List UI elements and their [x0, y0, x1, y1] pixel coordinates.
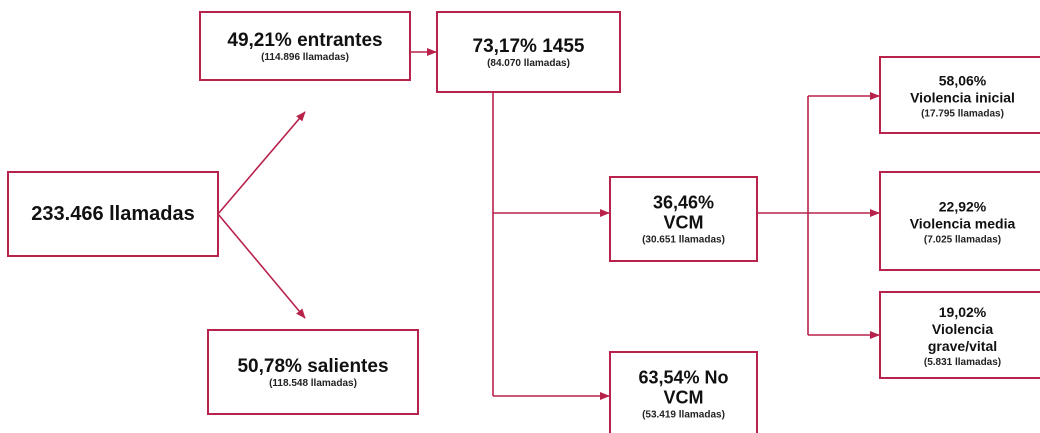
node-detail: (30.651 llamadas): [642, 235, 725, 246]
node-label: Violencia media: [910, 215, 1016, 231]
node: 58,06%Violencia inicial (17.795 llamadas): [879, 56, 1040, 134]
node-label: VCM: [664, 388, 704, 408]
node-detail: (53.419 llamadas): [642, 410, 725, 421]
node-label: 50,78% salientes: [237, 356, 388, 377]
node-label: 49,21% entrantes: [227, 30, 382, 51]
node-detail: (17.795 llamadas): [921, 108, 1004, 119]
node: 22,92%Violencia media (7.025 llamadas): [879, 171, 1040, 271]
connectors: [217, 48, 880, 400]
node-box: [199, 11, 411, 81]
node-label: 22,92%: [939, 198, 987, 214]
node-label: 58,06%: [939, 72, 987, 88]
node-label: Violencia: [932, 321, 993, 337]
node-detail: (84.070 llamadas): [487, 58, 570, 69]
node: 49,21% entrantes(114.896 llamadas): [199, 11, 411, 81]
node-label: 73,17% 1455: [473, 36, 585, 57]
node-label: 36,46%: [653, 193, 714, 213]
arrow: [217, 111, 306, 215]
node-label: grave/vital: [928, 338, 997, 354]
node-label: 233.466 llamadas: [31, 203, 194, 225]
node-box: [609, 176, 758, 262]
node-detail: (7.025 llamadas): [924, 234, 1001, 245]
node-box: [436, 11, 621, 93]
node-box: [7, 171, 219, 257]
node-box: [879, 56, 1040, 134]
node: 50,78% salientes(118.548 llamadas): [207, 329, 419, 415]
node-label: VCM: [664, 213, 704, 233]
node-label: 19,02%: [939, 304, 987, 320]
node-box: [879, 291, 1040, 379]
node-detail: (114.896 llamadas): [261, 52, 349, 63]
node-detail: (118.548 llamadas): [269, 378, 357, 389]
node: 73,17% 1455(84.070 llamadas): [436, 11, 621, 93]
node-box: [879, 171, 1040, 271]
node-label: Violencia inicial: [910, 89, 1015, 105]
node-detail: (5.831 llamadas): [924, 357, 1001, 368]
node-box: [609, 351, 758, 433]
node-label: 63,54% No: [638, 368, 728, 388]
node: 233.466 llamadas: [7, 171, 219, 257]
node: 36,46%VCM (30.651 llamadas): [609, 176, 758, 262]
node-box: [207, 329, 419, 415]
arrow: [217, 213, 306, 319]
